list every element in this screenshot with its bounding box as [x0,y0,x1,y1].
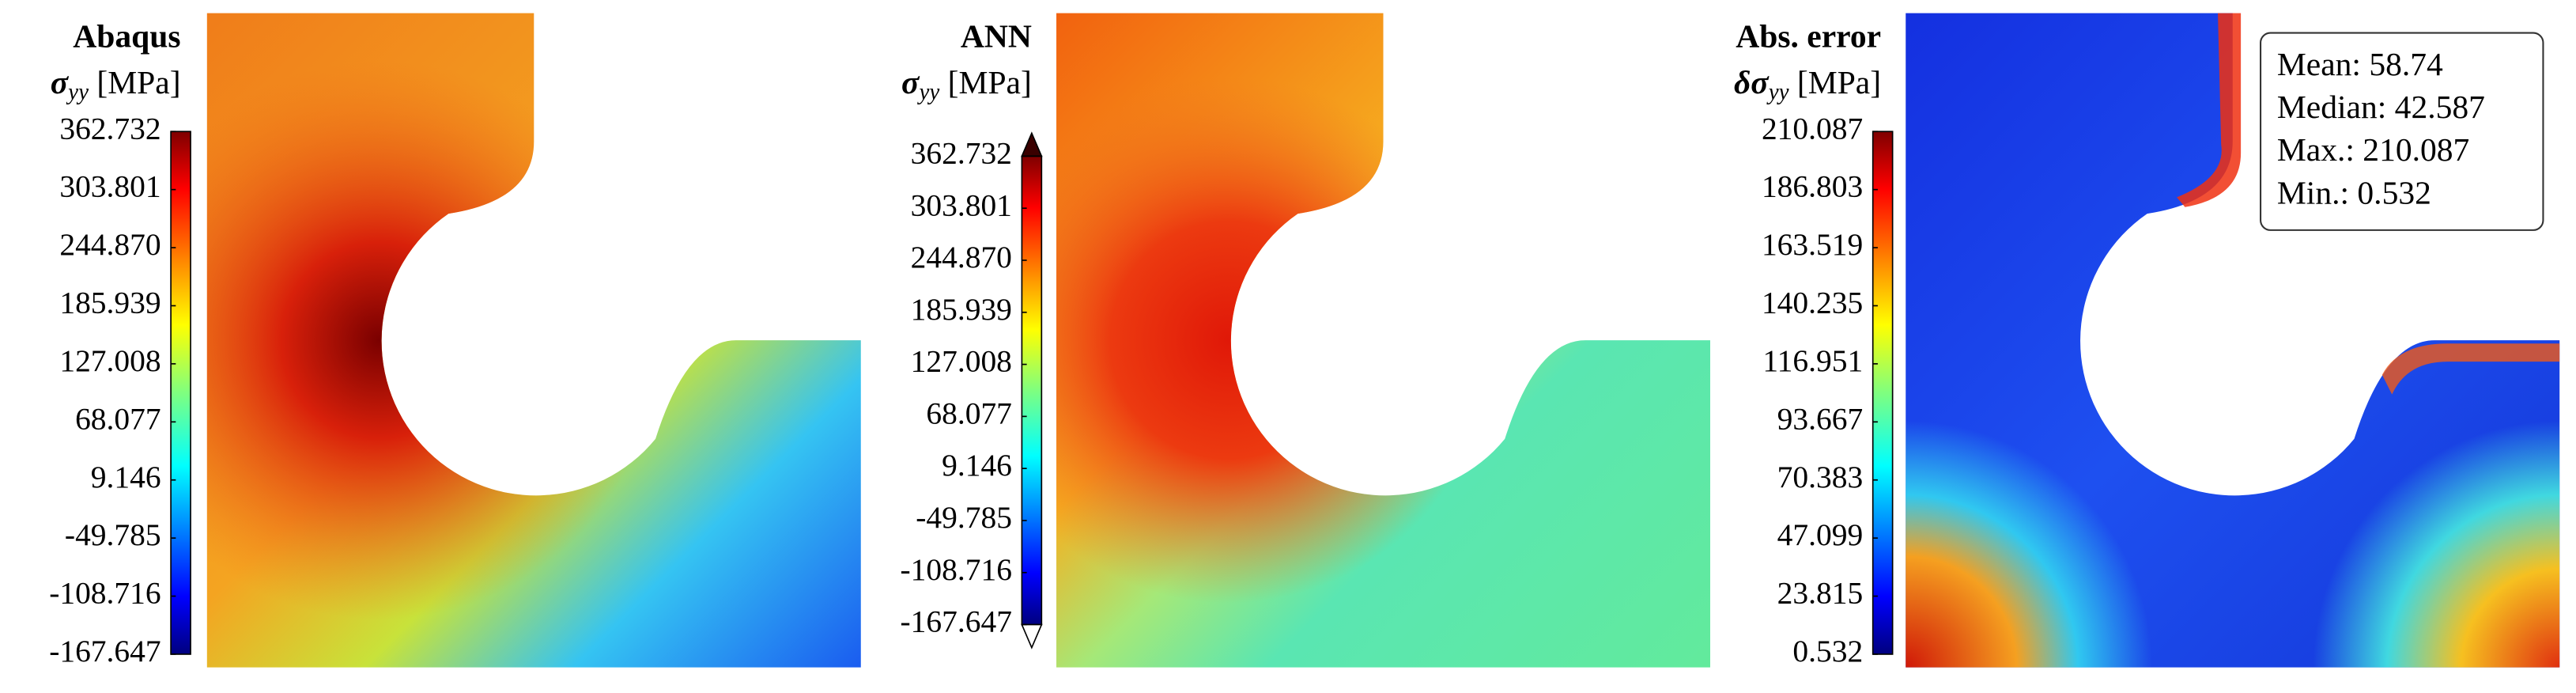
field-plot [1056,13,1710,668]
colorbar-label: σyy [MPa] [51,64,181,105]
tick-label: 362.732 [911,135,1012,170]
label-subscript: yy [916,79,939,104]
tick-label: 163.519 [1762,227,1863,262]
label-symbol: σ [51,64,70,100]
tick-label: 68.077 [75,401,161,436]
colorbar-extend-bottom [1021,623,1043,649]
stat-label: Mean: [2277,46,2361,82]
stat-line: Mean: 58.74 [2277,46,2443,82]
tick-label: 116.951 [1762,343,1863,378]
tick-label: 244.870 [911,240,1012,275]
stat-line: Max.: 210.087 [2277,131,2470,168]
tick-label: 47.099 [1777,517,1864,552]
label-subscript: yy [1766,79,1789,104]
tick-label: 303.801 [911,187,1012,222]
tick-label: 140.235 [1762,286,1863,320]
field-shade [1906,13,2560,668]
stat-label: Min.: [2277,174,2349,210]
tick-label: 303.801 [59,169,161,204]
panel-title: Abs. error [1736,17,1881,54]
label-symbol: σ [901,64,920,100]
stat-value: 58.74 [2369,46,2443,82]
tick-label: 9.146 [91,460,161,494]
stat-label: Max.: [2277,131,2355,168]
stat-line: Min.: 0.532 [2277,174,2431,210]
field-shade [206,13,861,668]
tick-label: -108.716 [901,552,1012,587]
stat-label: Median: [2277,89,2386,125]
tick-label: 186.803 [1762,169,1863,204]
colorbar-extend-top [1021,131,1043,157]
tick-label: 244.870 [59,227,161,262]
label-unit: [MPa] [96,64,180,100]
stats-box [2260,32,2544,231]
tick-label: -49.785 [916,500,1012,535]
stat-value: 42.587 [2395,89,2485,125]
colorbar-label: δσyy [MPa] [1734,64,1881,105]
tick-label: 0.532 [1792,634,1863,668]
tick-label: 210.087 [1762,111,1863,146]
tick-label: -49.785 [65,517,161,552]
stat-value: 210.087 [2363,131,2469,168]
panel-title: Abaqus [73,17,180,54]
tick-label: 68.077 [926,396,1012,430]
label-unit: [MPa] [1797,64,1881,100]
label-subscript: yy [66,79,89,104]
tick-label: 93.667 [1777,401,1864,436]
tick-label: 185.939 [59,286,161,320]
stat-line: Median: 42.587 [2277,89,2485,125]
colorbar [1021,155,1043,626]
label-symbol: δσ [1734,64,1770,100]
field-plot [1906,13,2560,668]
tick-label: 9.146 [942,448,1012,483]
colorbar [1872,131,1894,655]
colorbar [170,131,191,655]
label-unit: [MPa] [948,64,1032,100]
stat-value: 0.532 [2357,174,2431,210]
colorbar-label: σyy [MPa] [901,64,1032,105]
tick-label: 362.732 [59,111,161,146]
tick-label: 23.815 [1777,576,1864,611]
tick-label: 127.008 [59,343,161,378]
panel-title: ANN [961,17,1032,54]
tick-label: -167.647 [901,604,1012,639]
tick-label: -108.716 [49,576,161,611]
field-shade [2381,343,2560,395]
tick-label: 185.939 [911,292,1012,327]
tick-label: 127.008 [911,344,1012,379]
tick-label: 70.383 [1777,460,1864,494]
field-shade [2177,13,2242,207]
field-plot [206,13,861,668]
field-shade [1056,13,1710,668]
tick-label: -167.647 [49,634,161,668]
